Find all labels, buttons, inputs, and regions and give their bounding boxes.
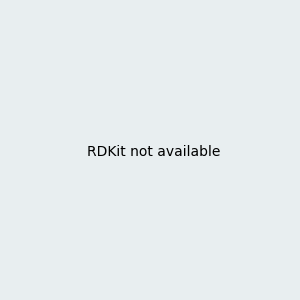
Text: RDKit not available: RDKit not available: [87, 145, 220, 158]
